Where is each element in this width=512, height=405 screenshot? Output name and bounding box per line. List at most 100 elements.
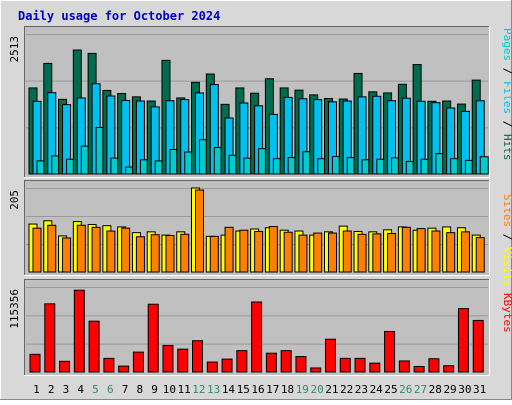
bar-sites-day-2 — [47, 224, 57, 273]
bar-kbytes-day-30 — [457, 308, 469, 373]
day-label-21: 21 — [325, 383, 338, 396]
day-label-1: 1 — [33, 383, 40, 396]
day-label-23: 23 — [355, 383, 368, 396]
day-label-31: 31 — [473, 383, 486, 396]
legend-sites: Sites — [501, 194, 512, 227]
bar-sites-day-13 — [209, 235, 219, 273]
day-label-10: 10 — [163, 383, 176, 396]
bar-sites-day-17 — [268, 226, 278, 273]
bar-sites-day-1 — [32, 227, 42, 273]
bar-sites-day-15 — [239, 229, 249, 273]
bar-sites-day-5 — [91, 226, 101, 273]
legend-kbytes: KBytes — [501, 293, 512, 333]
day-label-24: 24 — [370, 383, 384, 396]
legend-separator: / — [501, 61, 512, 81]
day-label-7: 7 — [122, 383, 129, 396]
bar-kbytes-day-12 — [192, 340, 204, 373]
bar-sites-day-29 — [446, 232, 456, 273]
day-label-11: 11 — [178, 383, 191, 396]
day-label-6: 6 — [107, 383, 114, 396]
bar-files-day-7 — [121, 99, 131, 175]
bar-sites-day-28 — [431, 230, 441, 273]
bar-sites-day-7 — [121, 227, 131, 273]
bar-sites-day-23 — [357, 233, 367, 273]
bar-sites-day-14 — [224, 226, 234, 273]
bar-kbytes-day-25 — [384, 330, 396, 373]
panel-3: 115356 KBytes — [8, 279, 512, 376]
day-label-2: 2 — [48, 383, 55, 396]
bar-kbytes-day-19 — [295, 356, 307, 373]
bar-sites-day-8 — [135, 236, 145, 273]
legend-visits: Visits — [501, 247, 512, 287]
day-label-16: 16 — [251, 383, 264, 396]
chart-title: Daily usage for October 2024 — [18, 9, 220, 23]
bar-kbytes-day-31 — [472, 319, 484, 373]
bar-sites-day-31 — [475, 237, 485, 273]
bar-kbytes-day-18 — [280, 350, 292, 373]
bar-sites-day-9 — [150, 234, 160, 273]
bar-sites-day-30 — [460, 231, 470, 273]
bar-kbytes-day-9 — [147, 303, 159, 373]
day-label-26: 26 — [399, 383, 412, 396]
y-max-label: 2513 — [8, 36, 21, 63]
bar-sites-day-3 — [62, 237, 72, 273]
legend-hits: Hits — [501, 134, 512, 161]
y-max-label: 115356 — [8, 289, 21, 329]
bar-kbytes-day-29 — [443, 365, 455, 373]
bar-kbytes-day-6 — [103, 357, 115, 373]
legend-pages: Pages — [501, 28, 512, 61]
bar-sites-day-22 — [342, 230, 352, 273]
bar-kbytes-day-23 — [354, 357, 366, 373]
bar-kbytes-day-8 — [132, 351, 144, 373]
bar-sites-day-20 — [313, 232, 323, 273]
legend: Sites / Visits — [501, 194, 512, 287]
bar-pages-day-31 — [479, 156, 489, 175]
bar-kbytes-day-7 — [118, 365, 130, 373]
bar-sites-day-26 — [401, 226, 411, 273]
day-label-8: 8 — [136, 383, 143, 396]
bar-kbytes-day-11 — [177, 348, 189, 373]
bar-sites-day-16 — [254, 230, 264, 273]
day-label-4: 4 — [77, 383, 84, 396]
legend: Pages / Files / Hits — [501, 28, 512, 161]
legend-files: Files — [501, 81, 512, 114]
day-label-14: 14 — [222, 383, 236, 396]
bar-kbytes-day-10 — [162, 344, 174, 373]
bar-kbytes-day-27 — [413, 365, 425, 373]
bar-kbytes-day-28 — [428, 358, 440, 373]
bar-sites-day-4 — [76, 224, 86, 273]
bar-kbytes-day-3 — [59, 360, 71, 373]
day-label-22: 22 — [340, 383, 353, 396]
bar-kbytes-day-15 — [236, 350, 248, 373]
bar-kbytes-day-2 — [44, 303, 56, 373]
day-label-5: 5 — [92, 383, 99, 396]
bar-kbytes-day-4 — [73, 289, 85, 373]
day-label-29: 29 — [443, 383, 456, 396]
bar-sites-day-11 — [180, 233, 190, 273]
day-label-9: 9 — [151, 383, 158, 396]
bar-kbytes-day-14 — [221, 358, 233, 373]
day-label-3: 3 — [63, 383, 70, 396]
bar-kbytes-day-16 — [251, 301, 263, 373]
bar-sites-day-24 — [372, 233, 382, 273]
day-label-20: 20 — [310, 383, 323, 396]
bar-sites-day-12 — [195, 189, 205, 273]
bar-sites-day-21 — [327, 232, 337, 273]
bar-kbytes-day-24 — [369, 362, 381, 373]
day-label-12: 12 — [192, 383, 205, 396]
day-label-25: 25 — [384, 383, 397, 396]
day-label-27: 27 — [414, 383, 427, 396]
x-axis-labels: 1 2 3 4 5 6 7 8 9 10 11 12 13 14 15 16 17 18 19 20 21 22 23 24 2… — [33, 383, 486, 396]
bar-sites-day-10 — [165, 235, 175, 273]
bar-kbytes-day-21 — [324, 338, 336, 373]
legend-separator: / — [501, 227, 512, 247]
bar-kbytes-day-22 — [339, 357, 351, 373]
bar-sites-day-25 — [387, 232, 397, 273]
day-label-28: 28 — [429, 383, 442, 396]
panel-2: 205 Sites / Visits — [8, 180, 512, 287]
bar-kbytes-day-1 — [29, 353, 41, 373]
day-label-13: 13 — [207, 383, 220, 396]
bar-sites-day-18 — [283, 231, 293, 273]
